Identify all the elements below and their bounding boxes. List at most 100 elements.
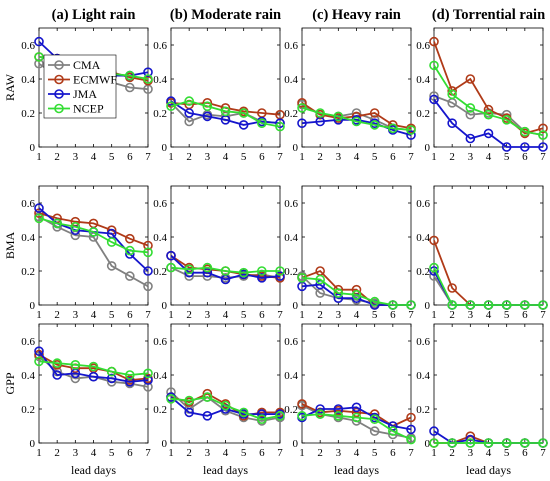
legend-swatch-marker-ncep <box>54 103 64 114</box>
data-point-cma <box>125 271 135 281</box>
x-tick-label: 6 <box>259 151 265 163</box>
y-tick-label: 0 <box>425 300 431 312</box>
data-point-ncep <box>369 120 380 130</box>
data-point-ncep <box>333 111 344 122</box>
x-tick-label: 7 <box>408 447 414 459</box>
data-point-jma <box>143 67 153 77</box>
x-tick-label: 6 <box>522 309 528 321</box>
data-point-jma <box>465 133 476 144</box>
series-ncep <box>429 262 548 310</box>
data-point-ncep <box>143 368 153 379</box>
y-tick-label: 0 <box>30 300 36 312</box>
series-ncep <box>34 213 153 258</box>
data-point-ecmwf <box>125 233 135 244</box>
x-tick-label: 5 <box>241 447 247 459</box>
data-point-ncep <box>501 300 512 310</box>
data-point-ncep <box>52 218 62 229</box>
y-tick-label: 0.2 <box>153 108 167 120</box>
data-point-ncep <box>34 52 44 62</box>
data-point-ecmwf <box>297 399 307 409</box>
x-tick-label: 1 <box>36 447 42 459</box>
x-tick-label: 4 <box>91 447 97 459</box>
data-point-jma <box>257 409 267 419</box>
y-tick-label: 0.4 <box>416 232 430 244</box>
x-tick-label: 2 <box>54 309 60 321</box>
data-point-jma <box>501 142 512 152</box>
x-tick-label: 3 <box>468 447 474 459</box>
data-point-cma <box>465 109 476 120</box>
y-tick-label: 0.2 <box>284 266 298 278</box>
data-point-ncep <box>465 438 476 448</box>
legend-label-jma: JMA <box>73 87 97 101</box>
data-point-jma <box>315 404 325 414</box>
panel-raw-d-torrential-rain: 0 0.2 0.4 0.6 1 2 3 4 5 6 7 <box>416 27 548 163</box>
x-tick-label: 2 <box>449 447 455 459</box>
x-tick-label: 3 <box>73 309 79 321</box>
data-point-jma <box>388 421 398 431</box>
legend-swatch-marker-ecmwf <box>54 74 64 85</box>
data-point-cma <box>125 82 135 93</box>
data-point-ncep <box>202 262 213 273</box>
data-point-ncep <box>220 106 231 117</box>
series-line-jma <box>301 406 412 431</box>
x-tick-label: 7 <box>145 151 151 163</box>
y-tick-label: 0 <box>30 438 36 450</box>
series-line-ecmwf <box>38 212 149 247</box>
x-tick-label: 7 <box>277 309 283 321</box>
y-tick-label: 0 <box>30 142 36 154</box>
x-tick-label: 7 <box>540 447 546 459</box>
data-point-jma <box>184 108 194 118</box>
data-point-ncep <box>125 370 135 380</box>
data-point-jma <box>166 96 176 106</box>
data-point-ncep <box>465 103 476 113</box>
data-point-ncep <box>388 123 398 134</box>
x-tick-label: 5 <box>109 151 115 163</box>
x-tick-label: 1 <box>431 309 437 321</box>
y-tick-label: 0.6 <box>153 198 167 210</box>
series-line-ncep <box>433 267 543 306</box>
x-tick-label: 3 <box>336 447 342 459</box>
data-point-ncep <box>238 108 249 118</box>
y-tick-label: 0.4 <box>416 370 430 382</box>
row-label-bma: BMA <box>3 231 17 259</box>
y-tick-label: 0 <box>293 142 299 154</box>
data-point-cma <box>34 58 44 69</box>
panel-gpp-b-moderate-rain: 0 0.2 0.4 0.6 1 2 3 4 5 6 7 lead days <box>153 323 285 477</box>
series-ncep <box>297 409 416 445</box>
data-point-ncep <box>184 96 194 106</box>
x-tick-label: 2 <box>317 447 323 459</box>
data-point-ncep <box>447 300 457 310</box>
data-point-ncep <box>184 264 194 275</box>
data-point-jma <box>429 426 439 436</box>
y-tick-label: 0.4 <box>416 74 430 86</box>
data-point-jma <box>238 120 249 130</box>
data-point-ncep <box>429 262 439 273</box>
x-tick-label: 5 <box>241 151 247 163</box>
x-tick-label: 4 <box>354 151 360 163</box>
data-point-ncep <box>406 125 416 135</box>
data-point-jma <box>333 293 344 304</box>
data-point-jma <box>275 118 285 128</box>
data-point-ncep <box>297 103 307 113</box>
data-point-ncep <box>238 267 249 278</box>
x-tick-label: 5 <box>372 151 378 163</box>
x-tick-label: 7 <box>145 447 151 459</box>
y-tick-label: 0.6 <box>153 336 167 348</box>
column-title-b-moderate-rain: (b) Moderate rain <box>170 7 281 23</box>
data-point-ncep <box>388 426 398 436</box>
x-tick-label: 2 <box>449 151 455 163</box>
data-point-ecmwf <box>483 104 494 115</box>
data-point-ncep <box>202 101 213 111</box>
data-point-jma <box>88 371 99 382</box>
x-tick-label: 5 <box>372 309 378 321</box>
series-line-ncep <box>301 413 412 441</box>
x-tick-label: 2 <box>186 151 192 163</box>
data-point-ncep <box>520 300 530 310</box>
panel-bma-c-heavy-rain: 0 0.2 0.4 0.6 1 2 3 4 5 6 7 <box>284 185 416 321</box>
x-tick-label: 3 <box>336 309 342 321</box>
x-tick-label: 6 <box>127 151 133 163</box>
data-point-cma <box>88 232 99 242</box>
data-point-ncep <box>388 300 398 310</box>
